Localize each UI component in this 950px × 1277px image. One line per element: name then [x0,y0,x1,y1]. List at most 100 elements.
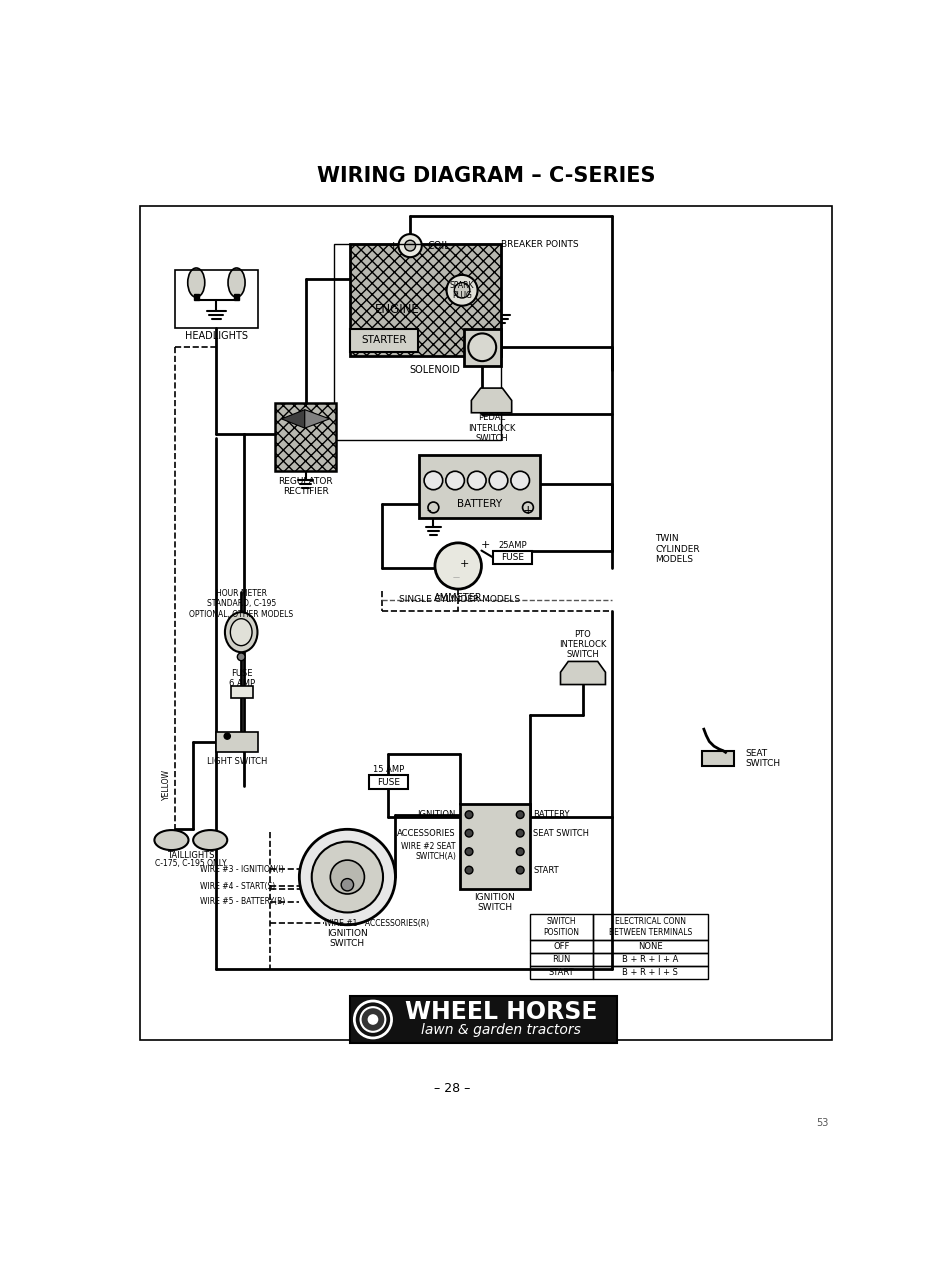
Circle shape [517,829,524,836]
Text: WIRE #4 - START(S): WIRE #4 - START(S) [200,882,276,891]
Bar [350,328,418,352]
Text: LIGHT SWITCH: LIGHT SWITCH [207,757,268,766]
Text: FUSE: FUSE [501,553,524,562]
Circle shape [454,282,470,298]
Bar [231,686,253,699]
Circle shape [361,1008,386,1032]
Bar [141,206,832,1039]
Bar [529,940,593,953]
Polygon shape [471,388,512,412]
Text: 15 AMP: 15 AMP [372,765,404,774]
Text: +: + [481,540,490,550]
Polygon shape [281,410,305,428]
Text: WIRE #3 - IGNITION(I): WIRE #3 - IGNITION(I) [200,865,284,873]
Text: ACCESSORIES: ACCESSORIES [397,829,456,838]
Circle shape [312,842,383,913]
Text: ELECTRICAL CONN
BETWEEN TERMINALS: ELECTRICAL CONN BETWEEN TERMINALS [609,917,692,937]
Text: PTO
INTERLOCK
SWITCH: PTO INTERLOCK SWITCH [560,630,607,659]
Text: -: - [425,238,429,250]
Text: OFF: OFF [553,942,569,951]
Text: -: - [427,504,431,517]
Circle shape [466,829,473,836]
Circle shape [238,653,245,660]
Ellipse shape [228,268,245,298]
Ellipse shape [188,268,205,298]
Bar [350,244,501,356]
Bar [175,271,258,328]
Circle shape [466,811,473,819]
Text: +: + [460,559,469,570]
Ellipse shape [193,830,227,850]
Text: —: — [452,575,460,581]
Polygon shape [305,410,330,428]
Circle shape [522,502,533,513]
Text: WIRE #5 - BATTERY(B): WIRE #5 - BATTERY(B) [200,898,285,907]
Bar [529,967,593,979]
Text: SEAT
SWITCH: SEAT SWITCH [745,748,780,769]
Text: AMMETER: AMMETER [434,594,483,603]
Text: TWIN
CYLINDER
MODELS: TWIN CYLINDER MODELS [656,534,699,564]
Bar [593,940,708,953]
Text: BATTERY: BATTERY [457,498,502,508]
Text: STARTER: STARTER [361,336,407,345]
Text: TAILLIGHTS: TAILLIGHTS [167,850,215,859]
Text: NONE: NONE [638,942,663,951]
Text: IGNITION
SWITCH: IGNITION SWITCH [474,893,515,912]
Circle shape [331,861,365,894]
Text: COIL: COIL [428,240,450,250]
Text: B + R + I + S: B + R + I + S [622,968,678,977]
Text: SWITCH
POSITION: SWITCH POSITION [543,917,580,937]
Text: SINGLE CYLINDER MODELS: SINGLE CYLINDER MODELS [399,595,521,604]
Text: RUN: RUN [552,955,570,964]
Text: SOLENOID: SOLENOID [408,365,460,375]
Text: YELLOW: YELLOW [162,769,171,801]
Circle shape [428,502,439,513]
Circle shape [466,848,473,856]
Text: HOUR METER
STANDARD, C-195
OPTIONAL, OTHER MODELS: HOUR METER STANDARD, C-195 OPTIONAL, OTH… [189,589,294,618]
Text: lawn & garden tractors: lawn & garden tractors [421,1023,580,1037]
Bar [464,328,501,365]
Text: WIRING DIAGRAM – C-SERIES: WIRING DIAGRAM – C-SERIES [317,166,656,186]
Text: 53: 53 [816,1119,828,1129]
Bar [529,953,593,967]
Ellipse shape [225,612,257,653]
Text: FUSE
6 AMP: FUSE 6 AMP [229,669,255,688]
Circle shape [489,471,508,490]
Text: REGULATOR
RECTIFIER: REGULATOR RECTIFIER [278,476,332,497]
Circle shape [354,1001,391,1038]
Circle shape [341,879,353,891]
Text: B + R + I + A: B + R + I + A [622,955,678,964]
Circle shape [446,275,478,305]
Text: IGNITION
SWITCH: IGNITION SWITCH [327,928,368,949]
Bar [493,550,532,564]
Text: – 28 –: – 28 – [434,1083,470,1096]
Circle shape [424,471,443,490]
Text: HEADLIGHTS: HEADLIGHTS [185,331,248,341]
Text: +: + [389,240,398,250]
Circle shape [224,733,230,739]
Circle shape [466,866,473,873]
Text: WIRE #1 - ACCESSORIES(R): WIRE #1 - ACCESSORIES(R) [324,918,429,927]
Bar [216,732,258,752]
Bar [460,805,529,889]
Bar [420,455,540,518]
Circle shape [517,811,524,819]
Text: SEAT SWITCH: SEAT SWITCH [533,829,589,838]
Circle shape [299,829,395,925]
Circle shape [446,471,465,490]
Ellipse shape [230,618,252,646]
Circle shape [511,471,529,490]
Bar [235,294,238,300]
Bar [194,294,199,300]
Text: 25AMP: 25AMP [498,540,526,549]
Circle shape [468,333,496,361]
Bar [593,914,708,940]
Text: PEDAL
INTERLOCK
SWITCH: PEDAL INTERLOCK SWITCH [467,414,515,443]
Text: C-175, C-195 ONLY: C-175, C-195 ONLY [155,858,227,867]
Bar [369,775,408,789]
Text: IGNITION: IGNITION [417,810,456,819]
Text: FUSE: FUSE [377,778,400,787]
Bar [334,244,501,441]
Text: START: START [533,866,559,875]
Bar [529,914,593,940]
